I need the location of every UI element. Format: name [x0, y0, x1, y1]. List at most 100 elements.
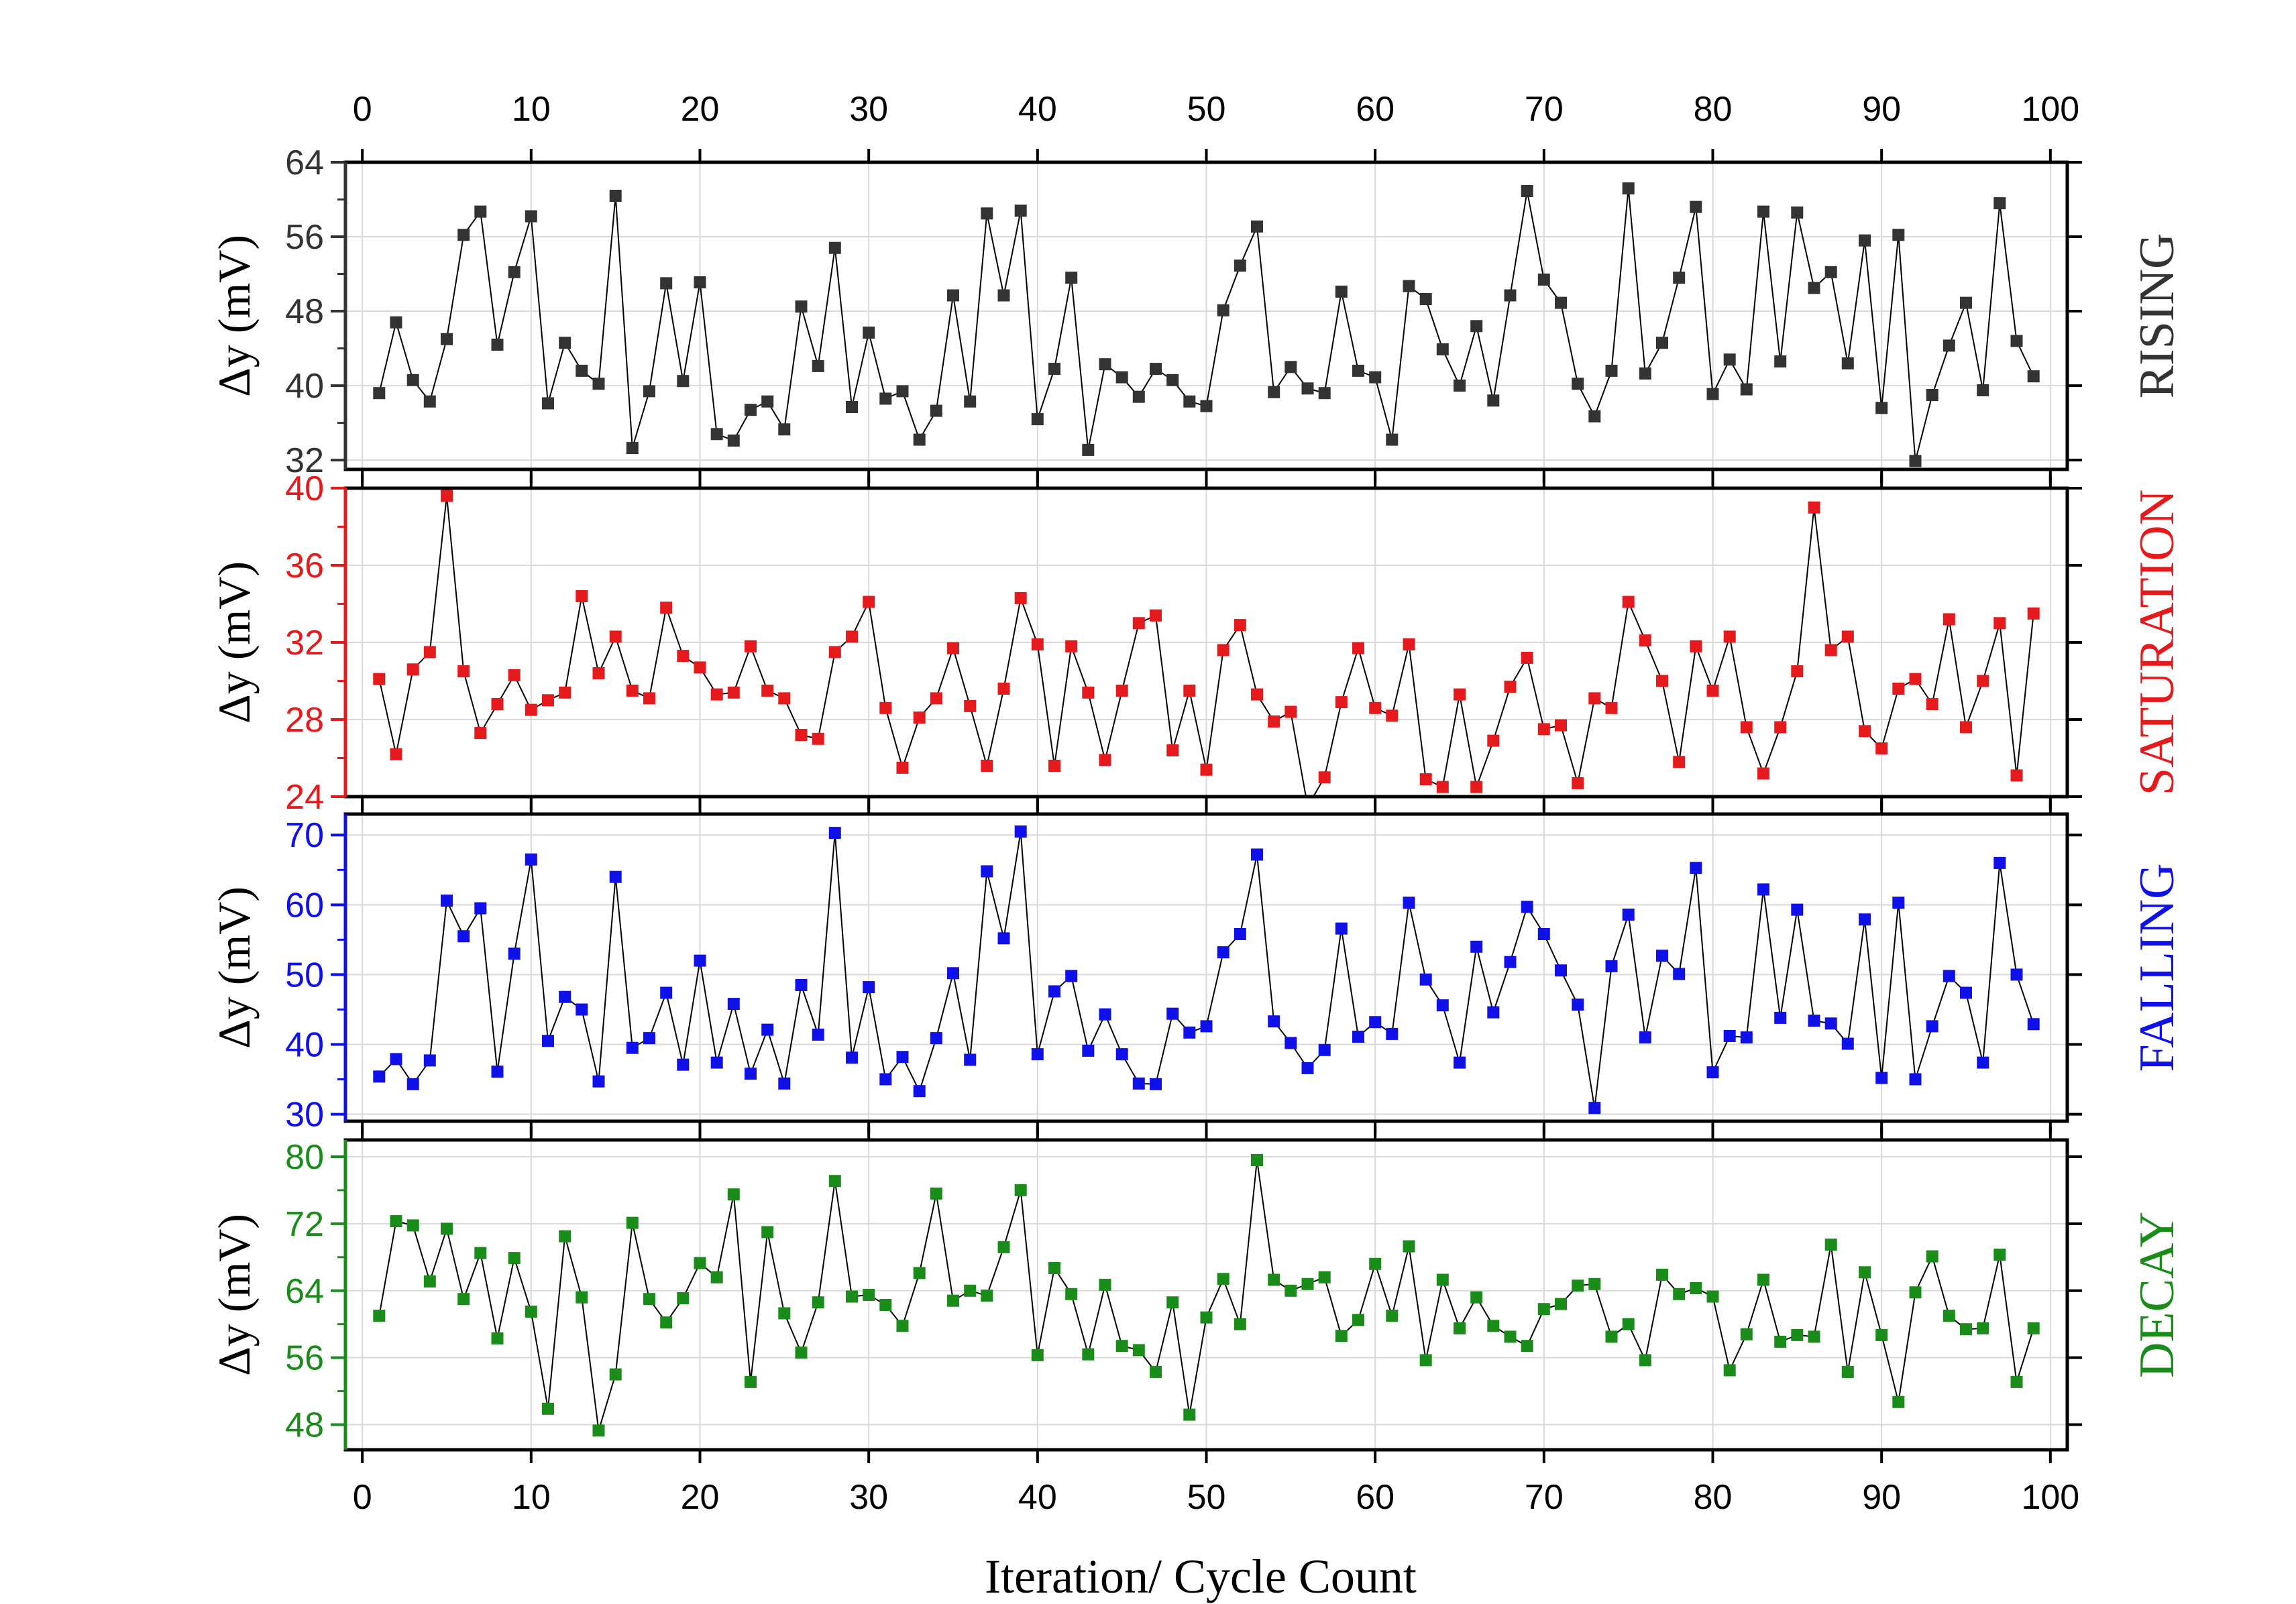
data-point-decay: [1048, 1262, 1060, 1274]
data-point-decay: [1454, 1322, 1466, 1334]
data-point-decay: [1504, 1330, 1517, 1343]
data-point-falling: [1504, 956, 1517, 968]
data-point-falling: [1943, 970, 1955, 982]
data-point-saturation: [1386, 709, 1399, 722]
data-point-saturation: [1656, 675, 1668, 687]
x-tick-label-bottom: 90: [1862, 1478, 1901, 1517]
data-point-saturation: [1673, 756, 1686, 768]
data-point-falling: [778, 1077, 791, 1090]
data-point-rising: [947, 289, 959, 302]
data-point-rising: [710, 428, 723, 441]
data-point-falling: [1234, 928, 1246, 940]
data-point-saturation: [997, 683, 1010, 695]
data-point-falling: [1639, 1031, 1651, 1044]
data-point-falling: [1369, 1016, 1382, 1029]
data-point-saturation: [778, 692, 791, 705]
data-point-saturation: [1335, 696, 1348, 709]
data-point-falling: [1706, 1066, 1719, 1079]
data-point-rising: [1791, 206, 1804, 219]
data-point-decay: [913, 1267, 926, 1279]
data-point-rising: [1335, 285, 1348, 298]
data-point-falling: [1993, 856, 2006, 869]
data-point-decay: [1774, 1335, 1787, 1348]
data-point-saturation: [1352, 642, 1364, 654]
data-point-rising: [643, 385, 655, 398]
data-point-saturation: [1824, 644, 1837, 656]
data-point-saturation: [1099, 754, 1111, 766]
y-tick-label-decay: 64: [285, 1272, 324, 1311]
data-point-saturation: [491, 698, 504, 710]
data-point-rising: [964, 395, 977, 408]
data-point-rising: [1909, 455, 1922, 467]
data-point-rising: [1521, 185, 1533, 197]
data-point-saturation: [457, 665, 470, 678]
data-point-decay: [1757, 1273, 1769, 1286]
data-point-rising: [795, 300, 808, 313]
x-tick-label-bottom: 10: [512, 1478, 551, 1517]
data-point-rising: [542, 397, 554, 410]
data-point-saturation: [1454, 688, 1466, 701]
data-point-saturation: [1892, 683, 1905, 695]
data-point-decay: [1166, 1296, 1179, 1309]
data-point-falling: [694, 954, 706, 967]
data-point-saturation: [1639, 634, 1651, 647]
data-point-rising: [525, 210, 537, 223]
data-point-saturation: [1808, 501, 1820, 514]
data-point-rising: [997, 289, 1010, 302]
data-point-decay: [778, 1307, 791, 1320]
y-tick-label-decay: 72: [285, 1205, 324, 1244]
data-point-falling: [1977, 1056, 1989, 1069]
y-tick-label-saturation: 36: [285, 547, 324, 585]
data-point-decay: [1909, 1286, 1922, 1299]
y-tick-label-saturation: 32: [285, 624, 324, 663]
data-point-falling: [930, 1032, 942, 1045]
data-point-decay: [727, 1188, 740, 1201]
data-point-rising: [1673, 272, 1686, 284]
data-point-rising: [761, 395, 774, 408]
data-point-rising: [1217, 304, 1229, 317]
y-tick-label-falling: 70: [285, 816, 324, 855]
data-point-rising: [1284, 361, 1297, 374]
data-point-decay: [710, 1271, 723, 1283]
data-point-falling: [1588, 1102, 1601, 1114]
data-point-falling: [1673, 968, 1686, 980]
data-point-decay: [1537, 1303, 1550, 1316]
data-point-decay: [559, 1230, 571, 1243]
data-point-rising: [1436, 343, 1449, 355]
data-point-rising: [1824, 266, 1837, 278]
data-point-falling: [1757, 883, 1769, 896]
data-point-falling: [1352, 1031, 1364, 1043]
data-point-decay: [576, 1291, 588, 1304]
data-point-falling: [423, 1054, 436, 1067]
data-point-rising: [727, 435, 740, 447]
data-point-falling: [576, 1003, 588, 1016]
data-point-rising: [1859, 234, 1871, 247]
y-tick-label-falling: 60: [285, 886, 324, 925]
data-point-decay: [1859, 1266, 1871, 1279]
data-point-falling: [1251, 848, 1263, 861]
data-point-saturation: [2027, 607, 2040, 620]
data-point-rising: [1234, 260, 1246, 272]
data-point-rising: [1656, 337, 1668, 349]
y-tick-label-saturation: 24: [285, 778, 324, 817]
data-point-decay: [846, 1290, 858, 1303]
data-point-falling: [390, 1053, 402, 1066]
data-point-decay: [1639, 1354, 1651, 1367]
data-point-falling: [1470, 940, 1483, 953]
data-point-rising: [1386, 433, 1399, 446]
grid-lines: [345, 162, 2067, 1450]
data-point-falling: [1200, 1020, 1213, 1033]
data-point-saturation: [373, 673, 386, 685]
panel-label-falling: FALLING: [2130, 863, 2185, 1072]
data-point-falling: [1555, 964, 1567, 977]
data-point-decay: [930, 1187, 942, 1200]
data-point-falling: [846, 1051, 858, 1064]
data-point-falling: [964, 1053, 977, 1066]
data-point-rising: [1841, 357, 1854, 369]
data-point-rising: [1605, 364, 1618, 377]
data-point-saturation: [1572, 777, 1584, 789]
data-point-decay: [1841, 1365, 1854, 1378]
data-point-rising: [1757, 205, 1769, 218]
data-point-rising: [930, 404, 942, 417]
data-point-saturation: [1521, 652, 1533, 664]
